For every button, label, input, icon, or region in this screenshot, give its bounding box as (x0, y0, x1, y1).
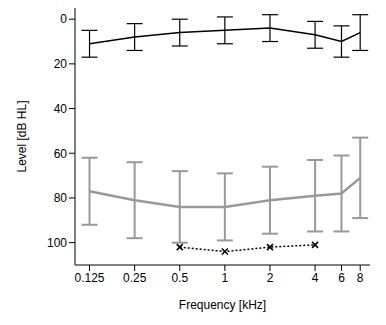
svg-text:6: 6 (338, 271, 345, 285)
svg-text:20: 20 (54, 57, 68, 71)
svg-text:2: 2 (267, 271, 274, 285)
svg-text:100: 100 (47, 236, 67, 250)
svg-text:80: 80 (54, 191, 68, 205)
svg-text:8: 8 (357, 271, 364, 285)
svg-text:60: 60 (54, 147, 68, 161)
svg-text:1: 1 (222, 271, 229, 285)
svg-text:40: 40 (54, 102, 68, 116)
svg-text:Level [dB HL]: Level [dB HL] (15, 100, 29, 172)
svg-text:0.125: 0.125 (75, 271, 105, 285)
svg-text:0.5: 0.5 (171, 271, 188, 285)
svg-text:4: 4 (312, 271, 319, 285)
svg-text:0: 0 (60, 12, 67, 26)
svg-text:Frequency [kHz]: Frequency [kHz] (179, 298, 266, 312)
svg-text:0.25: 0.25 (123, 271, 147, 285)
